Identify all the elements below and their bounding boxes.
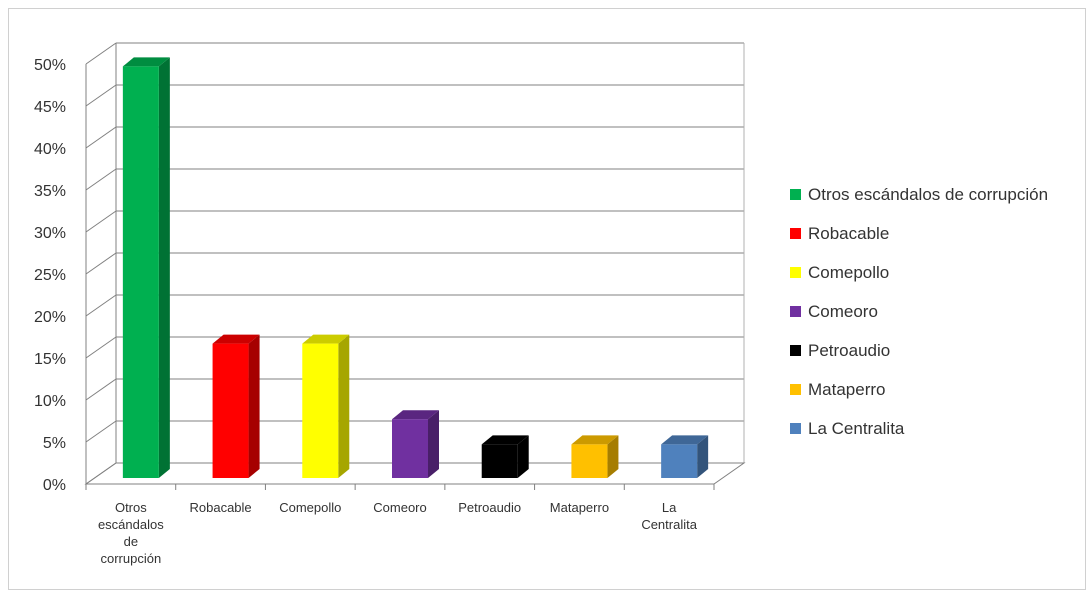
bar bbox=[392, 410, 439, 478]
y-tick-label: 35% bbox=[34, 183, 66, 200]
side-gridline bbox=[85, 294, 117, 317]
side-gridline bbox=[85, 378, 117, 401]
bar-side bbox=[697, 435, 709, 478]
bar-top bbox=[122, 57, 170, 67]
legend-swatch bbox=[790, 423, 801, 434]
y-tick-label: 15% bbox=[34, 351, 66, 368]
y-tick-label: 0% bbox=[43, 477, 66, 494]
side-gridline bbox=[85, 420, 117, 443]
bar-top bbox=[571, 435, 619, 445]
legend-swatch bbox=[790, 306, 801, 317]
y-tick-label: 25% bbox=[34, 267, 66, 284]
bar bbox=[302, 334, 350, 478]
x-tick-label: Robacable bbox=[189, 500, 251, 515]
bar-side bbox=[158, 57, 170, 479]
bar-side bbox=[248, 334, 260, 478]
legend-label: La Centralita bbox=[808, 418, 905, 438]
legend-label: Mataperro bbox=[808, 379, 886, 399]
bar-front bbox=[481, 444, 518, 478]
bar-top bbox=[212, 334, 260, 344]
bar-front bbox=[122, 66, 159, 479]
side-gridline bbox=[85, 252, 117, 275]
side-gridline bbox=[85, 42, 117, 65]
side-gridline bbox=[85, 168, 117, 191]
legend-item: Comepollo bbox=[790, 253, 1048, 292]
x-tick-label: Mataperro bbox=[550, 500, 609, 515]
bar-top bbox=[392, 410, 439, 420]
legend-swatch bbox=[790, 267, 801, 278]
legend-swatch bbox=[790, 189, 801, 200]
bar bbox=[571, 435, 619, 478]
side-gridline bbox=[85, 84, 117, 107]
bar-front bbox=[392, 419, 428, 478]
bar-front bbox=[302, 343, 339, 478]
x-tick-label: Comepollo bbox=[279, 500, 341, 515]
y-tick-label: 10% bbox=[34, 393, 66, 410]
bar-side bbox=[428, 410, 439, 478]
side-gridline bbox=[85, 126, 117, 149]
side-gridline bbox=[85, 336, 117, 359]
gridlines bbox=[84, 42, 746, 485]
legend-swatch bbox=[790, 345, 801, 356]
legend-label: Petroaudio bbox=[808, 340, 891, 360]
bar-front bbox=[212, 343, 249, 478]
legend-label: Robacable bbox=[808, 223, 890, 243]
bar-side bbox=[517, 435, 529, 478]
bar-side bbox=[607, 435, 619, 478]
chart-frame bbox=[8, 8, 1086, 590]
legend-swatch bbox=[790, 228, 801, 239]
x-tick-label: La Centralita bbox=[641, 500, 697, 532]
legend-swatch bbox=[790, 384, 801, 395]
bar-top bbox=[661, 435, 709, 445]
x-tick-label: Otros escándalos de corrupción bbox=[98, 500, 164, 566]
bar-front bbox=[661, 444, 698, 478]
legend-label: Comeoro bbox=[808, 301, 878, 321]
legend-item: Otros escándalos de corrupción bbox=[790, 175, 1048, 214]
side-gridline bbox=[85, 210, 117, 233]
y-tick-label: 5% bbox=[43, 435, 66, 452]
bar-top bbox=[481, 435, 529, 445]
bar bbox=[481, 435, 529, 478]
bar bbox=[661, 435, 709, 478]
floor bbox=[84, 462, 746, 485]
legend: Otros escándalos de corrupción Robacable C… bbox=[790, 175, 1048, 448]
y-tick-label: 30% bbox=[34, 225, 66, 242]
y-tick-label: 50% bbox=[34, 57, 66, 74]
bar bbox=[122, 57, 170, 479]
legend-item: Robacable bbox=[790, 214, 1048, 253]
legend-item: Petroaudio bbox=[790, 331, 1048, 370]
legend-label: Comepollo bbox=[808, 262, 890, 282]
y-tick-label: 40% bbox=[34, 141, 66, 158]
x-tick-label: Comeoro bbox=[373, 500, 426, 515]
y-tick-label: 45% bbox=[34, 99, 66, 116]
bar-front bbox=[571, 444, 608, 478]
y-tick-label: 20% bbox=[34, 309, 66, 326]
bar-top bbox=[302, 334, 350, 344]
bar bbox=[212, 334, 260, 478]
legend-label: Otros escándalos de corrupción bbox=[808, 184, 1049, 204]
legend-item: La Centralita bbox=[790, 409, 1048, 448]
bar-side bbox=[338, 334, 350, 478]
x-tick-label: Petroaudio bbox=[458, 500, 521, 515]
legend-item: Comeoro bbox=[790, 292, 1048, 331]
legend-item: Mataperro bbox=[790, 370, 1048, 409]
